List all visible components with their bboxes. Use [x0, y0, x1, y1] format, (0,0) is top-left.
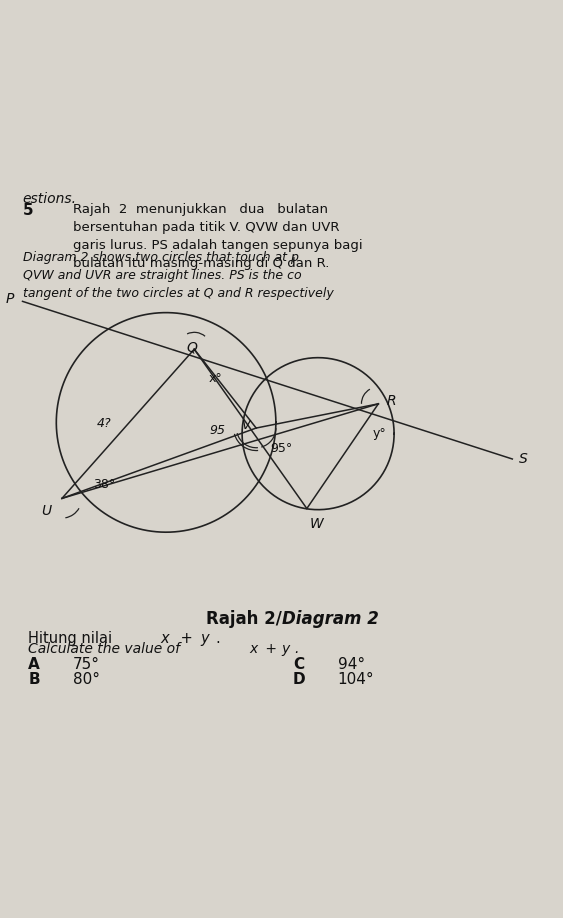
Text: Diagram 2 shows two circles that touch at p
QVW and UVR are straight lines. PS i: Diagram 2 shows two circles that touch a… — [23, 251, 333, 299]
Text: x: x — [249, 642, 258, 656]
Text: y: y — [200, 631, 208, 645]
Text: S: S — [519, 452, 528, 466]
Text: A: A — [28, 657, 40, 672]
Text: 95°: 95° — [270, 442, 293, 455]
Text: 75°: 75° — [73, 657, 100, 672]
Text: Hitung nilai: Hitung nilai — [28, 631, 117, 645]
Text: y: y — [281, 642, 289, 656]
Text: .: . — [215, 631, 220, 645]
Text: Rajah 2/: Rajah 2/ — [205, 610, 282, 629]
Text: +: + — [261, 642, 281, 656]
Text: W: W — [310, 517, 323, 531]
Text: +: + — [176, 631, 197, 645]
Text: x°: x° — [208, 372, 222, 385]
Text: y°: y° — [373, 428, 386, 441]
Text: D: D — [293, 672, 305, 687]
Text: .: . — [294, 642, 298, 656]
Text: 38°: 38° — [93, 478, 115, 491]
Text: V: V — [241, 419, 249, 431]
Text: 5: 5 — [23, 203, 33, 218]
Text: Rajah  2  menunjukkan   dua   bulatan
bersentuhan pada titik V. QVW dan UVR
gari: Rajah 2 menunjukkan dua bulatan bersentu… — [73, 203, 363, 270]
Text: B: B — [28, 672, 40, 687]
Text: P: P — [6, 292, 14, 306]
Text: 95: 95 — [209, 424, 225, 437]
Text: 80°: 80° — [73, 672, 100, 687]
Text: 4?: 4? — [97, 418, 111, 431]
Text: 104°: 104° — [338, 672, 374, 687]
Text: C: C — [293, 657, 304, 672]
Text: U: U — [42, 504, 52, 518]
Text: Diagram 2: Diagram 2 — [282, 610, 378, 629]
Text: x: x — [160, 631, 169, 645]
Text: Q: Q — [186, 341, 197, 354]
Text: 94°: 94° — [338, 657, 365, 672]
Text: Calculate the value of: Calculate the value of — [28, 642, 185, 656]
Text: estions.: estions. — [23, 192, 77, 206]
Text: R: R — [387, 394, 396, 408]
